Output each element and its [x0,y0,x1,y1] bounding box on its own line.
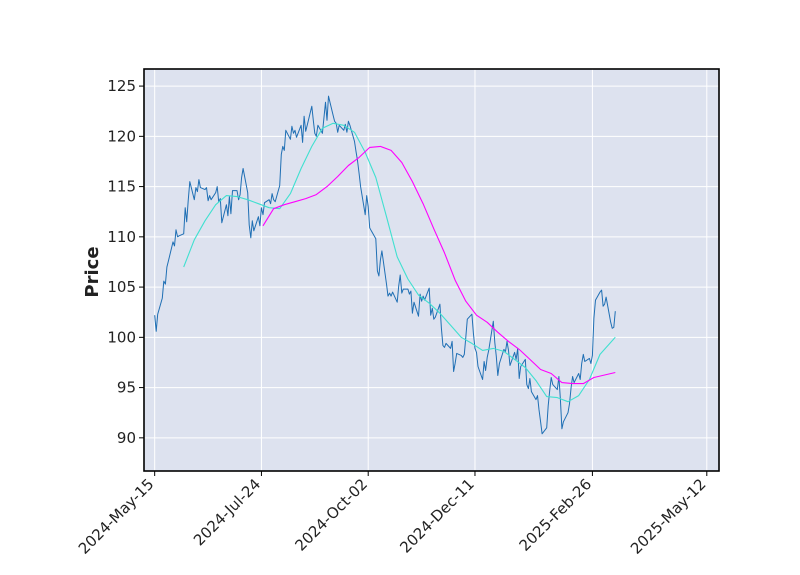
plot-frame [143,68,720,472]
series-line-1 [154,95,616,435]
series-line-3 [262,145,616,385]
y-tick-label: 100 [107,328,136,346]
plot-background [144,69,719,471]
x-tick-label: 2025-Feb-26 [516,475,596,555]
y-axis-label: Price [82,246,103,297]
grid-lines [144,69,719,471]
y-tick-label: 125 [107,77,136,95]
series-line-2 [183,122,616,403]
x-tick-label: 2024-Dec-11 [396,475,477,556]
y-tick-label: 110 [107,228,136,246]
x-tick-label: 2024-Jul-24 [190,475,264,549]
x-tick-label: 2024-May-15 [75,475,158,558]
y-tick-label: 115 [107,178,136,196]
y-tick-label: 105 [107,278,136,296]
x-tick-label: 2025-May-12 [627,475,710,558]
y-tick-label: 95 [117,379,136,397]
y-tick-label: 120 [107,127,136,145]
y-axis-ticks: 90 95 100 105 110 115 120 125 [107,77,144,447]
series-lines [154,95,616,435]
y-tick-label: 90 [117,429,136,447]
x-axis-ticks: 2024-May-15 2024-Jul-24 2024-Oct-02 2024-De… [75,471,710,558]
x-tick-label: 2024-Oct-02 [292,475,372,555]
